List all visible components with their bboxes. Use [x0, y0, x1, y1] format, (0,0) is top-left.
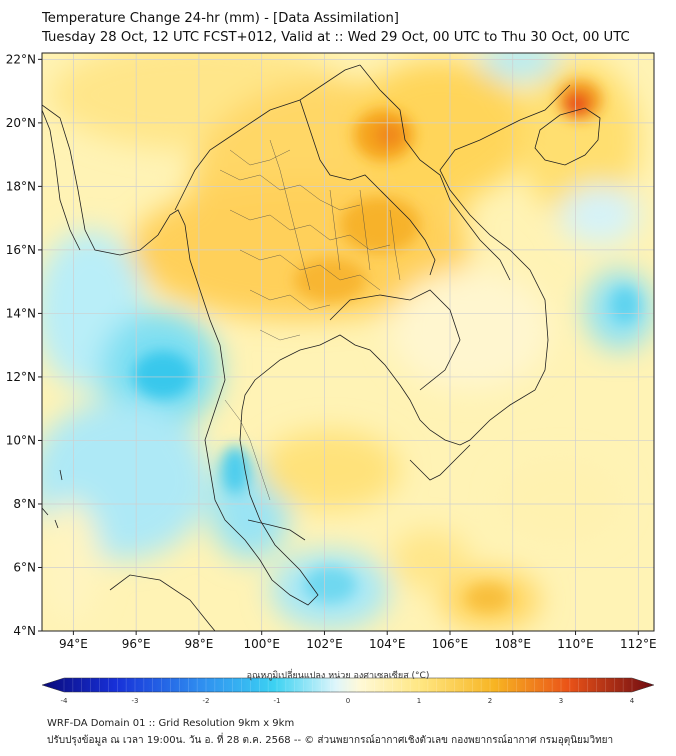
coastline-mainland [42, 84, 571, 606]
colorbar-tick-label: 0 [346, 697, 350, 705]
temperature-field [42, 53, 654, 631]
colorbar-bar [41, 677, 655, 693]
sumatra-coast [109, 574, 216, 631]
country-border-thai-laos [299, 99, 436, 276]
vietnam-south-coast [409, 444, 471, 481]
lat-tick-label: 12°N [6, 370, 36, 384]
colorbar-label: อุณหภูมิเปลี่ยนแปลง หน่วย องศาเซลเซียส (… [246, 671, 430, 681]
lon-tick-label: 94°E [59, 637, 88, 651]
lon-tick-label: 112°E [620, 637, 657, 651]
lat-tick-label: 10°N [6, 433, 36, 447]
colorbar-tick-label: 4 [630, 697, 635, 705]
graticule [42, 53, 654, 631]
country-border-thai-myanmar [174, 64, 361, 211]
hainan-coast [534, 107, 601, 166]
province-lines [219, 139, 401, 501]
colorbar-tick-label: -2 [203, 697, 210, 705]
lon-tick-label: 110°E [557, 637, 594, 651]
lon-tick-label: 106°E [432, 637, 469, 651]
lon-tick-label: 100°E [243, 637, 280, 651]
colorbar-tick-label: -4 [61, 697, 69, 705]
lat-tick-label: 16°N [6, 243, 36, 257]
lat-tick-label: 14°N [6, 306, 36, 320]
myanmar-coast-west [42, 109, 81, 251]
lon-tick-label: 96°E [122, 637, 151, 651]
colorbar-ticks: -4 -3 -2 -1 0 1 2 3 4 [61, 678, 635, 705]
lat-tick-label: 8°N [13, 497, 36, 511]
lon-tick-label: 102°E [306, 637, 343, 651]
coastline-borders [42, 64, 601, 631]
lon-tick-label: 98°E [184, 637, 213, 651]
country-border-thai-malaysia [247, 519, 306, 541]
lat-tick-label: 22°N [6, 52, 36, 66]
lat-tick-label: 4°N [13, 624, 36, 638]
latitude-axis: 22°N 20°N 18°N 16°N 14°N 12°N 10°N 8°N 6°N 4°N [6, 52, 42, 638]
country-border-laos-vietnam [359, 64, 511, 281]
footer-model-info: WRF-DA Domain 01 :: Grid Resolution 9km … [47, 718, 295, 729]
colorbar: -4 -3 -2 -1 0 1 2 3 4 [41, 677, 655, 705]
colorbar-tick-label: -3 [132, 697, 139, 705]
map-frame [41, 52, 655, 632]
lon-tick-label: 108°E [495, 637, 532, 651]
colorbar-tick-label: 1 [417, 697, 421, 705]
lon-tick-label: 104°E [369, 637, 406, 651]
lat-tick-label: 6°N [13, 560, 36, 574]
colorbar-tick-label: -1 [274, 697, 281, 705]
footer-update-info: ปรับปรุงข้อมูล ณ เวลา 19:00น. วัน อ. ที่… [47, 735, 614, 746]
map-subtitle: Tuesday 28 Oct, 12 UTC FCST+012, Valid a… [42, 30, 630, 45]
lat-tick-label: 20°N [6, 116, 36, 130]
colorbar-tick-label: 3 [559, 697, 563, 705]
colorbar-tick-label: 2 [488, 697, 492, 705]
longitude-axis: 94°E 96°E 98°E 100°E 102°E 104°E 106°E 108°E 110… [59, 631, 657, 651]
lat-tick-label: 18°N [6, 179, 36, 193]
andaman-islands [42, 469, 63, 529]
map-title: Temperature Change 24-hr (mm) - [Data As… [42, 11, 399, 26]
country-border-cambodia [329, 289, 461, 391]
